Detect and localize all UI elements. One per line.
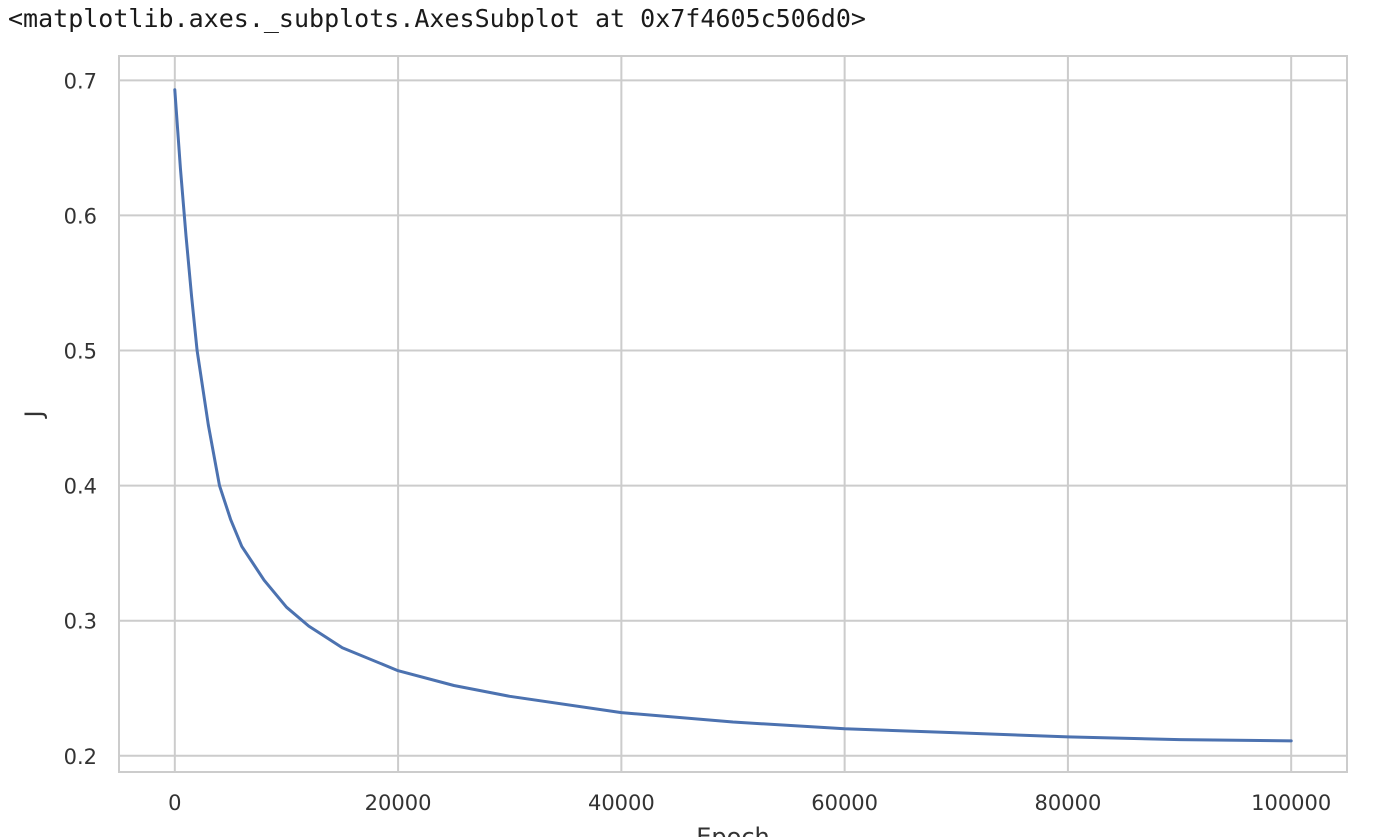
y-tick-label: 0.6 bbox=[64, 204, 97, 228]
y-tick-label: 0.7 bbox=[64, 69, 97, 93]
tick-labels: 0 20000 40000 60000 80000 100000 0.2 0.3 0.4 0.5 0… bbox=[64, 69, 1332, 815]
x-tick-label: 20000 bbox=[365, 791, 432, 815]
plot-area bbox=[119, 56, 1347, 772]
series-layer bbox=[173, 88, 1293, 743]
y-tick-label: 0.2 bbox=[64, 745, 97, 769]
plot-frame bbox=[118, 55, 1348, 773]
output-repr-text: <matplotlib.axes._subplots.AxesSubplot a… bbox=[8, 4, 866, 33]
y-axis-label: J bbox=[20, 410, 48, 419]
x-tick-label: 0 bbox=[168, 791, 181, 815]
x-tick-label: 60000 bbox=[811, 791, 878, 815]
y-tick-label: 0.5 bbox=[64, 340, 97, 364]
grid bbox=[119, 56, 1347, 772]
y-tick-label: 0.4 bbox=[64, 475, 97, 499]
x-tick-label: 80000 bbox=[1035, 791, 1102, 815]
x-axis-label: Epoch bbox=[696, 823, 770, 837]
series-line bbox=[173, 88, 1293, 743]
x-tick-label: 100000 bbox=[1251, 791, 1331, 815]
y-tick-label: 0.3 bbox=[64, 610, 97, 634]
x-tick-label: 40000 bbox=[588, 791, 655, 815]
